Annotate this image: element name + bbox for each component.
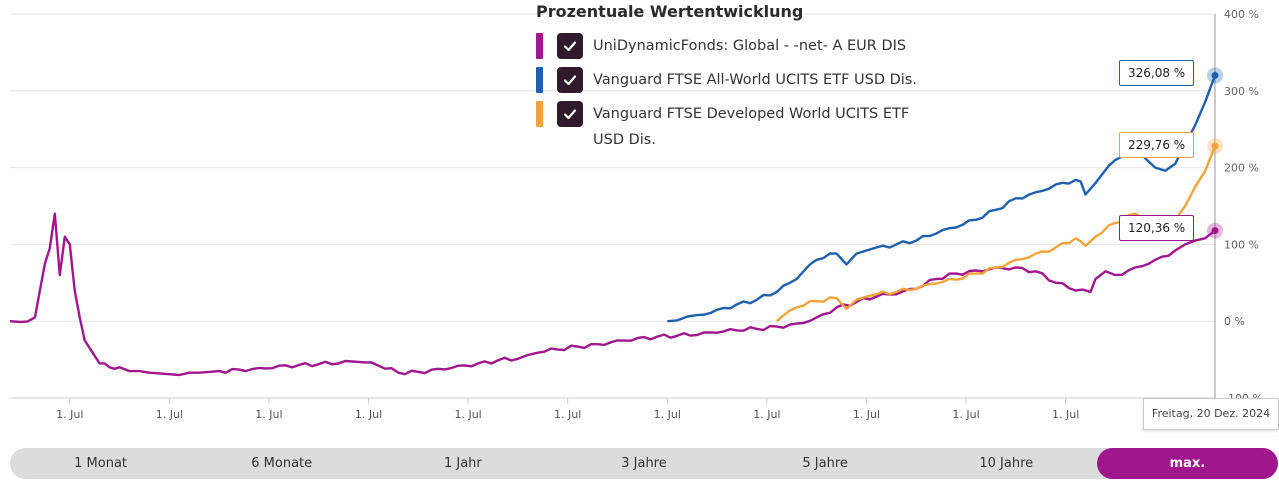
legend-swatch-unidynamic — [536, 33, 543, 59]
end-markers — [1207, 67, 1223, 239]
x-axis-labels: 1. Jul 1. Jul 1. Jul 1. Jul 1. Jul 1. Jul 1. J… — [56, 398, 1179, 421]
series-line-unidynamic — [9, 212, 1216, 377]
chart-title: Prozentuale Wertentwicklung — [536, 2, 804, 21]
range-button-1-month[interactable]: 1 Monat — [74, 456, 128, 471]
x-tick-label: 1. Jul — [255, 408, 282, 421]
x-tick-label: 1. Jul — [56, 408, 83, 421]
checkmark-icon — [563, 75, 577, 86]
y-tick-label: 0 % — [1224, 315, 1245, 328]
x-tick-label: 1. Jul — [355, 408, 382, 421]
time-range-selector: 1 Monat 6 Monate 1 Jahr 3 Jahre 5 Jahre … — [10, 448, 1278, 479]
chart-legend: Prozentuale Wertentwicklung UniDynamicFo… — [536, 2, 936, 161]
legend-label-developed: Vanguard FTSE Developed World UCITS ETF … — [593, 106, 910, 148]
y-tick-label: 100 % — [1224, 238, 1259, 251]
tooltip-unidynamic: 120,36 % — [1119, 215, 1195, 241]
end-marker-allworld — [1211, 71, 1219, 79]
range-button-6-months[interactable]: 6 Monate — [251, 456, 313, 471]
y-tick-label: 200 % — [1224, 162, 1259, 175]
legend-item-unidynamic[interactable]: UniDynamicFonds: Global - -net- A EUR DI… — [536, 33, 936, 59]
y-axis-labels: 400 %300 %200 %100 %0 %-100 % — [1224, 8, 1263, 405]
x-tick-label: 1. Jul — [952, 408, 979, 421]
checkmark-icon — [563, 109, 577, 120]
legend-item-developed[interactable]: Vanguard FTSE Developed World UCITS ETF … — [536, 101, 936, 153]
range-button-3-years[interactable]: 3 Jahre — [621, 456, 667, 471]
end-marker-unidynamic — [1211, 227, 1219, 235]
legend-label-allworld: Vanguard FTSE All-World UCITS ETF USD Di… — [593, 72, 917, 88]
legend-label-unidynamic: UniDynamicFonds: Global - -net- A EUR DI… — [593, 38, 907, 54]
tooltip-allworld: 326,08 % — [1119, 60, 1195, 86]
grid-lines — [10, 13, 1215, 322]
x-tick-label: 1. Jul — [554, 408, 581, 421]
crosshair-date-label: Freitag, 20 Dez. 2024 — [1143, 398, 1279, 430]
y-tick-label: 400 % — [1224, 8, 1259, 21]
range-button-max[interactable]: max. — [1096, 448, 1278, 479]
x-tick-label: 1. Jul — [853, 408, 880, 421]
tooltip-developed: 229,76 % — [1119, 132, 1195, 158]
legend-checkbox-allworld[interactable] — [557, 67, 583, 93]
legend-checkbox-developed[interactable] — [557, 101, 583, 127]
legend-swatch-allworld — [536, 67, 543, 93]
y-tick-label: 300 % — [1224, 85, 1259, 98]
x-tick-label: 1. Jul — [1052, 408, 1079, 421]
legend-item-allworld[interactable]: Vanguard FTSE All-World UCITS ETF USD Di… — [536, 67, 936, 93]
x-tick-label: 1. Jul — [454, 408, 481, 421]
legend-swatch-developed — [536, 101, 543, 127]
range-button-10-years[interactable]: 10 Jahre — [979, 456, 1034, 471]
x-tick-label: 1. Jul — [156, 408, 183, 421]
range-button-1-year[interactable]: 1 Jahr — [443, 456, 482, 471]
x-tick-label: 1. Jul — [753, 408, 780, 421]
legend-checkbox-unidynamic[interactable] — [557, 33, 583, 59]
series-line-allworld — [667, 74, 1217, 323]
checkmark-icon — [563, 41, 577, 52]
range-button-5-years[interactable]: 5 Jahre — [802, 456, 848, 471]
end-marker-developed — [1211, 142, 1219, 150]
x-tick-label: 1. Jul — [654, 408, 681, 421]
